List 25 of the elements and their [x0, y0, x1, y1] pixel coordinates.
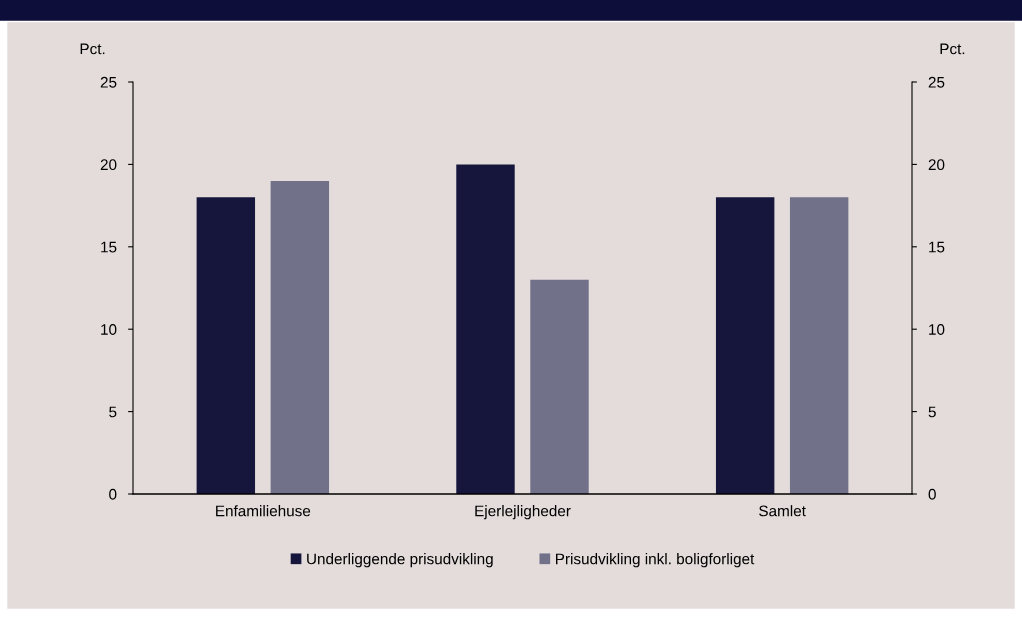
legend-label: Prisudvikling inkl. boligforliget — [556, 553, 755, 568]
bar — [789, 197, 849, 494]
y-tick-label: 5 — [109, 406, 117, 418]
y2-tick-label: 5 — [928, 406, 936, 418]
bar — [715, 197, 775, 494]
y2-tick-label: 25 — [928, 76, 945, 88]
legend-label: Underliggende prisudvikling — [307, 553, 493, 568]
y-tick-label: 25 — [100, 76, 117, 88]
x-tick-label: Samlet — [759, 505, 806, 517]
y2-tick-label: 0 — [928, 488, 936, 500]
y-tick-label: 10 — [101, 324, 117, 335]
y2-tick-label: 15 — [929, 241, 945, 253]
bar — [456, 164, 515, 494]
x-tick-label: Enfamiliehuse — [216, 505, 311, 517]
bar — [196, 197, 256, 494]
y-tick-label: 15 — [101, 241, 117, 253]
bar — [530, 279, 589, 494]
y2-tick-label: 20 — [928, 159, 945, 171]
y-axis-title: Pct. — [80, 43, 105, 55]
x-tick-label: Ejerlejligheder — [475, 505, 571, 520]
y-tick-label: 0 — [109, 488, 117, 500]
y2-axis-title: Pct. — [940, 43, 965, 55]
y2-tick-label: 10 — [929, 324, 945, 335]
y-tick-label: 20 — [100, 159, 117, 171]
bar — [270, 180, 330, 494]
